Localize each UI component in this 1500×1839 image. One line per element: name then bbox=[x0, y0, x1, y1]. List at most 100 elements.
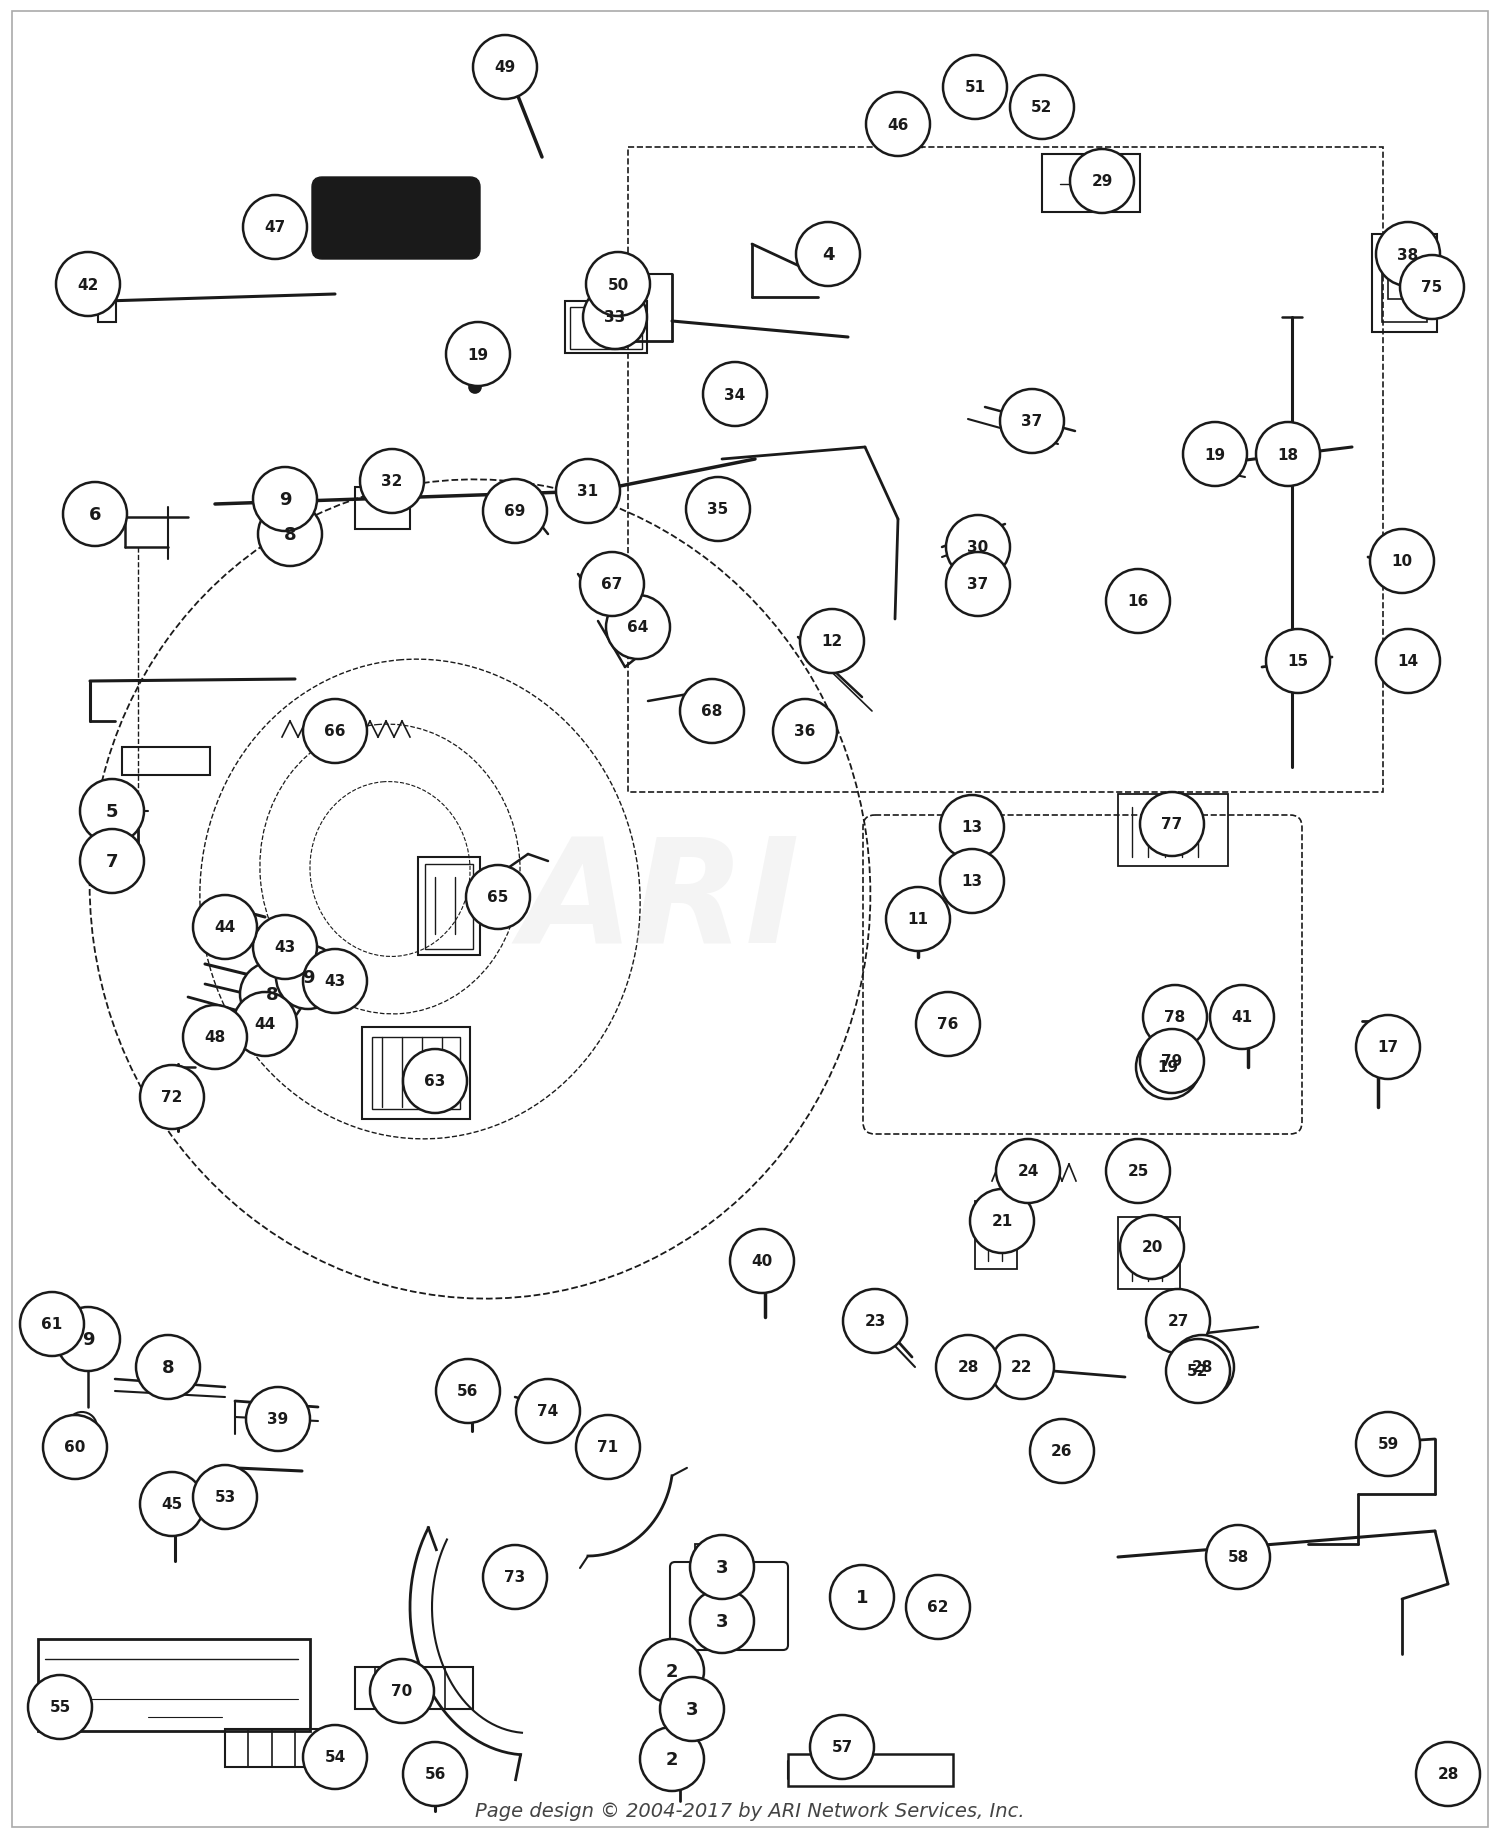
Circle shape bbox=[606, 596, 670, 660]
Text: 37: 37 bbox=[968, 577, 988, 592]
Text: 45: 45 bbox=[162, 1497, 183, 1512]
Circle shape bbox=[246, 1387, 310, 1451]
Circle shape bbox=[1106, 570, 1170, 634]
Text: ARI: ARI bbox=[520, 831, 800, 971]
Circle shape bbox=[232, 993, 297, 1056]
Circle shape bbox=[640, 1727, 704, 1791]
Bar bbox=[1372, 235, 1437, 333]
Text: 6: 6 bbox=[88, 506, 102, 524]
Circle shape bbox=[466, 866, 530, 929]
Text: 30: 30 bbox=[968, 541, 988, 555]
Circle shape bbox=[1120, 1216, 1184, 1280]
Circle shape bbox=[404, 1050, 466, 1113]
Circle shape bbox=[1070, 151, 1134, 213]
Text: 36: 36 bbox=[795, 725, 816, 739]
Circle shape bbox=[258, 502, 322, 566]
Circle shape bbox=[1266, 629, 1330, 693]
Text: 49: 49 bbox=[495, 61, 516, 75]
Bar bbox=[98, 285, 116, 324]
Circle shape bbox=[800, 611, 864, 673]
Bar bbox=[694, 1545, 736, 1576]
Text: 33: 33 bbox=[604, 311, 625, 326]
Circle shape bbox=[303, 699, 368, 763]
Text: 56: 56 bbox=[424, 1767, 445, 1782]
Bar bbox=[419, 857, 480, 956]
FancyBboxPatch shape bbox=[312, 178, 480, 259]
Circle shape bbox=[56, 252, 120, 316]
Circle shape bbox=[516, 1379, 580, 1444]
Text: 23: 23 bbox=[864, 1313, 885, 1330]
Text: 47: 47 bbox=[264, 221, 285, 235]
Text: 73: 73 bbox=[504, 1571, 525, 1585]
Text: 13: 13 bbox=[962, 874, 982, 888]
Text: 14: 14 bbox=[1398, 655, 1419, 669]
Circle shape bbox=[483, 1545, 548, 1609]
Circle shape bbox=[276, 945, 340, 1010]
Circle shape bbox=[303, 1725, 368, 1789]
Text: 9: 9 bbox=[302, 969, 315, 986]
Text: 28: 28 bbox=[957, 1359, 978, 1376]
Circle shape bbox=[690, 1536, 754, 1600]
Text: 12: 12 bbox=[822, 634, 843, 649]
Circle shape bbox=[1400, 256, 1464, 320]
Circle shape bbox=[28, 1675, 92, 1740]
Circle shape bbox=[686, 478, 750, 543]
Circle shape bbox=[1206, 1525, 1270, 1589]
Text: 64: 64 bbox=[627, 620, 648, 634]
Text: 65: 65 bbox=[488, 890, 508, 905]
Text: 63: 63 bbox=[424, 1074, 445, 1089]
Circle shape bbox=[56, 1308, 120, 1372]
Text: 43: 43 bbox=[274, 940, 296, 954]
Text: 20: 20 bbox=[1142, 1239, 1162, 1254]
Circle shape bbox=[1034, 107, 1050, 123]
Bar bbox=[356, 487, 410, 530]
Text: 43: 43 bbox=[324, 975, 345, 989]
Text: 25: 25 bbox=[1128, 1164, 1149, 1179]
Text: 44: 44 bbox=[255, 1017, 276, 1032]
Text: 13: 13 bbox=[962, 820, 982, 835]
Circle shape bbox=[183, 1006, 248, 1070]
Circle shape bbox=[1376, 223, 1440, 287]
Text: 70: 70 bbox=[392, 1683, 412, 1699]
Circle shape bbox=[704, 362, 766, 427]
Bar bbox=[38, 1639, 310, 1730]
Text: 35: 35 bbox=[708, 502, 729, 517]
Circle shape bbox=[1143, 986, 1208, 1050]
Text: 28: 28 bbox=[1437, 1767, 1458, 1782]
Circle shape bbox=[483, 480, 548, 544]
Circle shape bbox=[940, 850, 1004, 914]
Bar bbox=[628, 147, 1383, 793]
Circle shape bbox=[936, 1335, 1000, 1399]
Text: 10: 10 bbox=[1392, 554, 1413, 570]
Text: 58: 58 bbox=[1227, 1550, 1248, 1565]
Circle shape bbox=[680, 680, 744, 743]
Text: 2: 2 bbox=[666, 1662, 678, 1681]
Circle shape bbox=[404, 1742, 466, 1806]
Circle shape bbox=[194, 1466, 256, 1530]
Circle shape bbox=[580, 554, 644, 616]
Circle shape bbox=[1256, 423, 1320, 487]
Text: 1: 1 bbox=[855, 1589, 868, 1605]
Circle shape bbox=[1000, 390, 1064, 454]
Text: 19: 19 bbox=[1158, 1059, 1179, 1076]
Circle shape bbox=[1146, 1289, 1210, 1354]
Circle shape bbox=[460, 366, 476, 383]
Circle shape bbox=[1106, 1140, 1170, 1203]
Text: 62: 62 bbox=[927, 1600, 948, 1615]
Circle shape bbox=[20, 1293, 84, 1355]
Circle shape bbox=[660, 1677, 724, 1742]
Circle shape bbox=[970, 1190, 1034, 1254]
Text: 15: 15 bbox=[1287, 655, 1308, 669]
Bar bbox=[356, 1668, 472, 1708]
Text: 53: 53 bbox=[214, 1490, 236, 1504]
Text: 9: 9 bbox=[279, 491, 291, 509]
Circle shape bbox=[916, 993, 980, 1056]
Circle shape bbox=[584, 285, 646, 349]
Circle shape bbox=[136, 1335, 200, 1399]
Circle shape bbox=[865, 94, 930, 156]
Circle shape bbox=[996, 1140, 1060, 1203]
Circle shape bbox=[1356, 1412, 1420, 1477]
Circle shape bbox=[1140, 793, 1204, 857]
Bar bbox=[566, 302, 646, 353]
Circle shape bbox=[940, 796, 1004, 859]
